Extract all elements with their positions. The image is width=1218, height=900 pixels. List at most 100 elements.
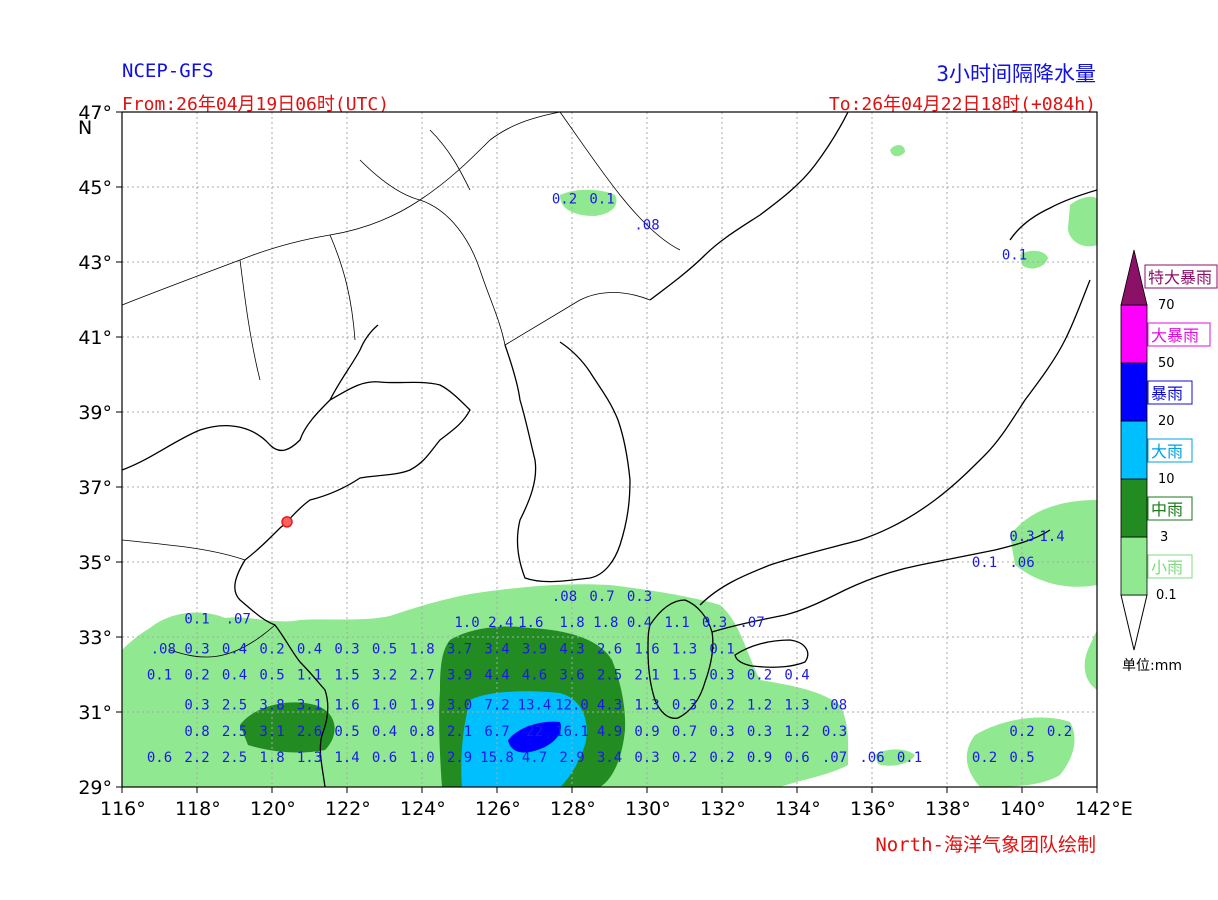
- precip-value-label: 0.2: [184, 668, 209, 684]
- precip-value-layer: 0.2 0.1 .08 0.1 0.3 1.4 0.1 .06 .08 0.7 0.3 0.1 .07 1…: [147, 191, 1072, 766]
- lat-tick-label: 47°: [78, 102, 112, 124]
- shikoku-coastline: [734, 639, 809, 668]
- lat-axis: 29° 31° 33° 35° 37° 39° 41° 43° 45° 47°: [78, 102, 122, 799]
- legend: 0.1 3 10 20 50 70 小雨 中雨 大雨 暴雨 大暴雨 特大暴雨: [1120, 249, 1218, 674]
- legend-category-label: 大雨: [1151, 442, 1183, 461]
- precip-value-label: 0.3: [702, 615, 727, 631]
- precip-value-label: 2.6: [597, 641, 622, 657]
- precip-value-label: 0.8: [184, 724, 209, 740]
- precip-value-label: 2.9: [447, 750, 472, 766]
- legend-category-light: 小雨: [1147, 554, 1193, 579]
- lon-tick-label: 122°: [325, 798, 371, 820]
- precip-value-label: .08: [552, 589, 577, 605]
- precip-value-label: 0.2: [709, 750, 734, 766]
- legend-category-label: 大暴雨: [1151, 326, 1199, 345]
- lat-tick-label: 39°: [78, 402, 112, 424]
- product-title: 3小时间隔降水量: [936, 62, 1096, 86]
- legend-category-heavy-rainstorm: 大暴雨: [1147, 322, 1211, 347]
- lon-tick-label: 132°: [700, 798, 746, 820]
- precip-value-label: 2.5: [222, 724, 247, 740]
- precip-value-label: 1.4: [1039, 529, 1064, 545]
- honshu-south-coastline: [711, 529, 1051, 633]
- lat-tick-label: 45°: [78, 177, 112, 199]
- model-label: NCEP-GFS: [122, 60, 214, 82]
- precip-value-label: 3.2: [372, 668, 397, 684]
- heilongjiang-borders: [359, 129, 471, 201]
- precip-value-label: 1.3: [297, 750, 322, 766]
- legend-tick-label: 70: [1158, 298, 1175, 313]
- legend-swatch-heavy-rainstorm: [1120, 304, 1148, 364]
- precip-value-label: 0.3: [747, 724, 772, 740]
- precip-value-label: 0.3: [1009, 529, 1034, 545]
- precip-value-label: 1.6: [334, 698, 359, 714]
- lat-tick-label: 41°: [78, 327, 112, 349]
- precip-value-label: .08: [634, 218, 659, 234]
- light-rain-area-islet: [875, 749, 915, 766]
- precip-value-label: 0.3: [709, 724, 734, 740]
- legend-tick-label: 0.1: [1156, 588, 1177, 603]
- lon-tick-label: 140°: [1000, 798, 1046, 820]
- precip-value-label: 0.2: [259, 641, 284, 657]
- border-layer: [122, 112, 681, 658]
- china-russia-border: [419, 112, 681, 251]
- precip-value-label: 0.2: [1009, 724, 1034, 740]
- precip-value-label: 7.2: [484, 698, 509, 714]
- legend-swatch-moderate: [1120, 478, 1148, 538]
- precip-value-label: 1.3: [784, 698, 809, 714]
- korea-coastline: [504, 341, 631, 583]
- precip-value-label: 1.1: [297, 668, 322, 684]
- light-rain-area-east-a: [966, 717, 1075, 787]
- precip-value-label: 4.9: [597, 724, 622, 740]
- legend-tick-label: 3: [1160, 530, 1168, 545]
- precip-value-label: 0.7: [589, 589, 614, 605]
- precip-value-label: 0.8: [409, 724, 434, 740]
- legend-category-extreme: 特大暴雨: [1144, 264, 1218, 289]
- precip-value-label: 0.2: [552, 191, 577, 207]
- legend-bottom-arrow: [1120, 594, 1148, 651]
- lat-tick-label: 35°: [78, 552, 112, 574]
- lat-tick-label: 29°: [78, 777, 112, 799]
- precip-value-label: 0.4: [222, 668, 247, 684]
- precip-value-label: 0.4: [372, 724, 397, 740]
- precip-value-label: 16.1: [555, 724, 589, 740]
- precip-value-label: 3.4: [484, 641, 509, 657]
- precip-value-label: 0.3: [634, 750, 659, 766]
- precip-value-label: 1.8: [409, 641, 434, 657]
- precip-value-label: 13.4: [518, 698, 552, 714]
- precip-value-label: 0.1: [147, 668, 172, 684]
- lon-tick-label: 138°: [925, 798, 971, 820]
- precip-value-label: 1.0: [372, 698, 397, 714]
- china-internal-borders: [122, 199, 506, 658]
- precip-value-label: 0.1: [589, 191, 614, 207]
- precip-value-label: 0.5: [334, 724, 359, 740]
- precip-value-label: 1.1: [664, 615, 689, 631]
- precip-value-label: 0.4: [297, 641, 322, 657]
- precip-fill-layer: [122, 144, 1097, 787]
- precip-value-label: 4.4: [484, 668, 509, 684]
- precip-value-label: 4.3: [559, 641, 584, 657]
- precip-value-label: 0.5: [259, 668, 284, 684]
- from-time-label: From:26年04月19日06时(UTC): [122, 94, 390, 115]
- precip-value-label: 0.2: [709, 698, 734, 714]
- precip-value-label: 3.0: [447, 698, 472, 714]
- legend-swatch-light: [1120, 536, 1148, 596]
- lat-tick-label: 33°: [78, 627, 112, 649]
- precip-value-label: 1.3: [672, 641, 697, 657]
- precip-value-label: 0.1: [184, 611, 209, 627]
- precip-value-label: 12.0: [555, 698, 589, 714]
- legend-category-label: 暴雨: [1151, 384, 1183, 403]
- lon-tick-label: 130°: [625, 798, 671, 820]
- precip-value-label: 0.6: [147, 750, 172, 766]
- precip-value-label: 1.8: [593, 615, 618, 631]
- legend-unit-label: 单位:mm: [1122, 658, 1182, 674]
- lat-tick-label: 37°: [78, 477, 112, 499]
- legend-swatch-extreme: [1120, 249, 1148, 306]
- precip-value-label: 0.2: [972, 750, 997, 766]
- precip-value-label: 1.0: [409, 750, 434, 766]
- precip-value-label: 0.2: [1047, 724, 1072, 740]
- precip-value-label: 2.1: [447, 724, 472, 740]
- precip-value-label: 0.5: [1009, 750, 1034, 766]
- precip-value-label: 0.3: [709, 668, 734, 684]
- precip-value-label: 15.8: [480, 750, 514, 766]
- legend-swatch-heavy: [1120, 420, 1148, 480]
